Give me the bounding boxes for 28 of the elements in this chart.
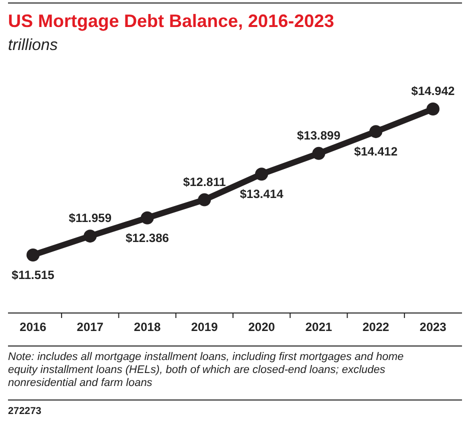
- data-label: $14.412: [354, 144, 398, 159]
- point: [140, 211, 154, 224]
- data-label: $12.386: [126, 230, 170, 245]
- text: Note: includes all mortgage installment loans, including first mortgages and home equity installment loans (HELs), both of which are closed-end loans; excludes nonresidential and farm loans: [8, 351, 404, 389]
- data-label: $12.811: [183, 174, 226, 189]
- data-label: $13.414: [240, 187, 284, 202]
- point: [198, 193, 211, 206]
- data-label: $11.959: [68, 211, 112, 226]
- point: [426, 102, 440, 116]
- text: 272273: [8, 406, 42, 417]
- x-tick-label: 2021: [305, 320, 332, 334]
- x-tick-label: 2018: [134, 320, 161, 334]
- data-label: $13.899: [297, 128, 341, 142]
- x-tick-label: 2019: [191, 320, 218, 334]
- point: [26, 248, 40, 262]
- point: [312, 146, 326, 160]
- x-tick-label: 2023: [420, 320, 447, 334]
- point: [255, 168, 268, 181]
- chart-title: US Mortgage Debt Balance, 2016-2023: [8, 11, 334, 31]
- chart-subtitle: trillions: [8, 37, 58, 54]
- x-tick-label: 2022: [362, 320, 390, 334]
- data-label: $14.942: [411, 84, 456, 98]
- point: [369, 125, 382, 138]
- x-tick-label: 2017: [76, 320, 104, 334]
- point: [84, 230, 97, 243]
- data-label: $11.515: [12, 268, 55, 282]
- x-tick-label: 2016: [20, 320, 47, 334]
- x-tick-label: 2020: [248, 320, 276, 334]
